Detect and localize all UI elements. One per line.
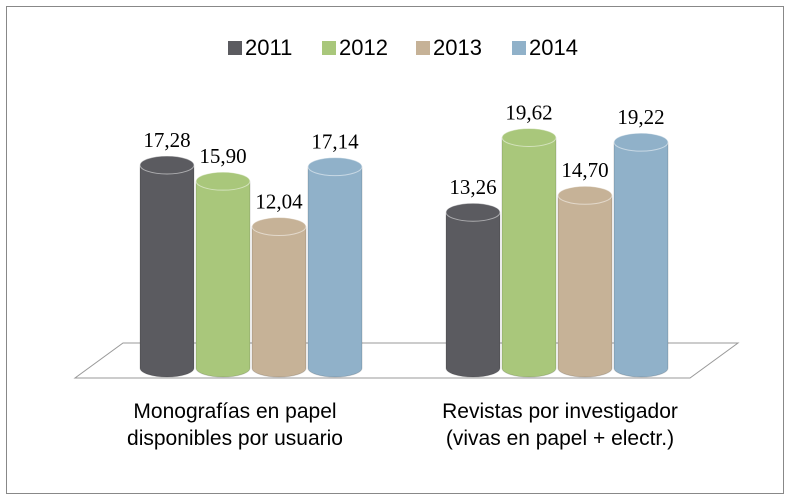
legend-label: 2011 xyxy=(245,35,292,60)
cylinder-top xyxy=(251,217,307,237)
cylinder-body xyxy=(445,211,501,378)
cylinder-body xyxy=(251,226,307,378)
value-label: 12,04 xyxy=(255,189,303,213)
legend-label: 2014 xyxy=(529,35,578,60)
cylinder-top xyxy=(613,132,669,152)
legend-swatch xyxy=(322,41,336,55)
x-category-label: Revistas por investigador (vivas en pape… xyxy=(442,400,678,450)
value-label: 13,26 xyxy=(449,175,496,199)
cylinder-top xyxy=(445,202,501,222)
legend-label: 2012 xyxy=(339,35,388,60)
cylinder-body xyxy=(195,180,251,378)
value-label: 15,90 xyxy=(199,144,246,168)
value-label: 14,70 xyxy=(561,158,608,182)
cylinder-top xyxy=(139,155,195,175)
cylinder-top xyxy=(501,127,557,147)
value-label: 17,28 xyxy=(143,128,190,152)
cylinder-body xyxy=(613,141,669,378)
cylinder-body xyxy=(139,164,195,378)
cylinder-body xyxy=(501,136,557,378)
value-label: 19,22 xyxy=(617,105,664,129)
value-label: 19,62 xyxy=(505,100,552,124)
cylinder-top xyxy=(195,171,251,191)
cylinder-body xyxy=(557,194,613,378)
legend-swatch xyxy=(416,41,430,55)
value-label: 17,14 xyxy=(311,129,359,153)
legend-label: 2013 xyxy=(433,35,482,60)
cylinder-top xyxy=(557,185,613,205)
cylinder-top xyxy=(307,157,363,177)
legend-swatch xyxy=(228,41,242,55)
legend-swatch xyxy=(512,41,526,55)
cylinder-body xyxy=(307,166,363,378)
x-category-label: Monografías en papel disponibles por usu… xyxy=(127,400,343,450)
